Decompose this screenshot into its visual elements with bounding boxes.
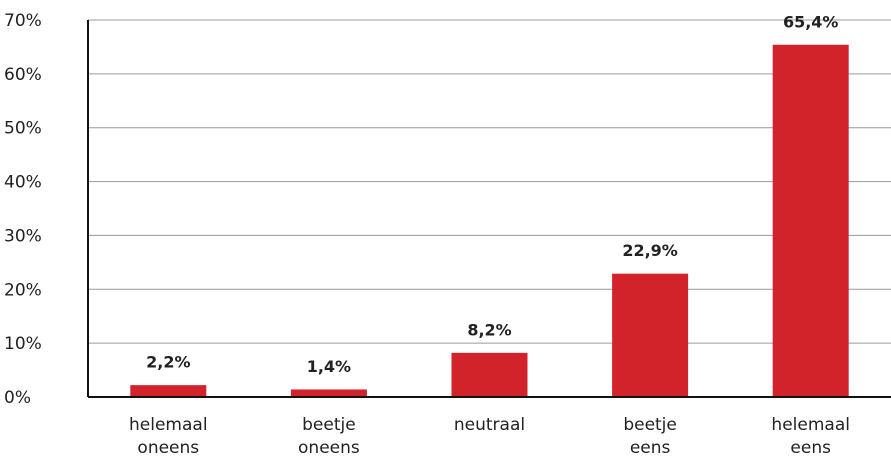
- y-tick-label: 10%: [4, 334, 42, 354]
- y-tick-label: 60%: [4, 65, 42, 85]
- value-label: 1,4%: [307, 357, 351, 376]
- y-tick-label: 30%: [4, 226, 42, 246]
- x-tick-label: beetje eens: [623, 415, 677, 458]
- value-label: 65,4%: [783, 12, 839, 31]
- y-tick-label: 0%: [4, 388, 31, 408]
- y-tick-label: 70%: [4, 11, 42, 31]
- y-tick-label: 40%: [4, 173, 42, 193]
- value-label: 2,2%: [146, 353, 190, 372]
- y-tick-label: 20%: [4, 280, 42, 300]
- value-label: 22,9%: [622, 241, 678, 260]
- x-tick-label: beetje oneens: [298, 415, 360, 458]
- bar: [130, 385, 207, 397]
- value-label: 8,2%: [467, 320, 511, 339]
- bar: [772, 44, 849, 397]
- x-tick-label: neutraal: [454, 415, 525, 435]
- bar: [290, 389, 367, 397]
- x-tick-label: helemaal eens: [771, 415, 850, 458]
- y-tick-label: 50%: [4, 119, 42, 139]
- x-tick-label: helemaal oneens: [129, 415, 208, 458]
- bar: [451, 352, 528, 397]
- bar: [612, 273, 689, 397]
